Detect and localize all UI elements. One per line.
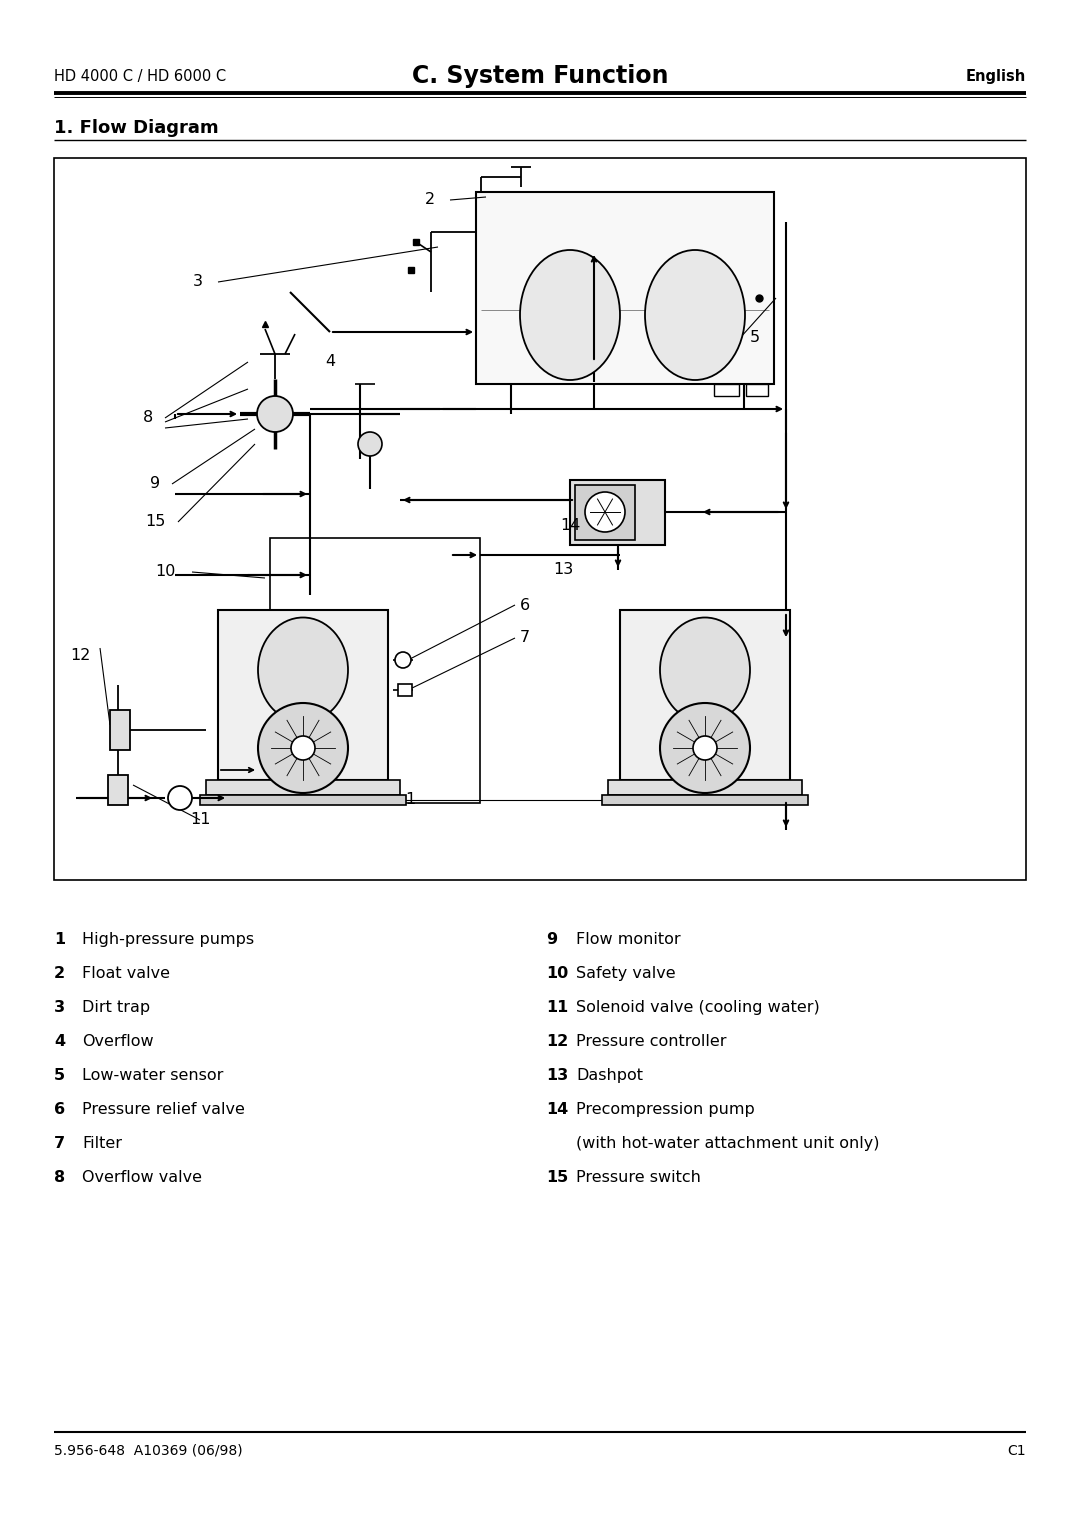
Text: Dirt trap: Dirt trap [82,999,150,1015]
Bar [575,484,635,539]
Text: 4: 4 [325,354,335,370]
Text: Float valve: Float valve [82,966,170,981]
Text: 1: 1 [405,793,415,807]
Bar [602,795,808,805]
Text: Solenoid valve (cooling water): Solenoid valve (cooling water) [576,999,820,1015]
Bar [54,157,1026,880]
Text: 5: 5 [750,330,760,345]
Text: Overflow valve: Overflow valve [82,1170,202,1186]
Circle shape [257,396,293,432]
Text: 13: 13 [553,562,573,578]
Bar [476,193,774,384]
Text: 12: 12 [70,648,91,663]
Circle shape [395,652,411,668]
Ellipse shape [519,251,620,380]
Text: 6: 6 [519,597,530,613]
Text: 10: 10 [154,564,175,579]
Ellipse shape [645,251,745,380]
Circle shape [585,492,625,532]
Bar [714,384,739,396]
Bar [608,779,802,795]
Bar [206,779,400,795]
Bar [746,384,768,396]
Bar [218,610,388,779]
Text: 8: 8 [54,1170,65,1186]
Text: English: English [966,69,1026,84]
Text: Flow monitor: Flow monitor [576,932,680,947]
Text: High-pressure pumps: High-pressure pumps [82,932,254,947]
Bar [620,610,789,779]
Circle shape [357,432,382,455]
Text: Pressure switch: Pressure switch [576,1170,701,1186]
Text: (with hot-water attachment unit only): (with hot-water attachment unit only) [576,1135,879,1151]
Bar [399,685,411,695]
Bar [108,775,129,805]
Text: Pressure controller: Pressure controller [576,1034,727,1050]
Circle shape [660,703,750,793]
Text: Precompression pump: Precompression pump [576,1102,755,1117]
Text: 11: 11 [546,999,568,1015]
Text: Overflow: Overflow [82,1034,153,1050]
Text: Safety valve: Safety valve [576,966,676,981]
Bar [570,480,665,545]
Text: Pressure relief valve: Pressure relief valve [82,1102,245,1117]
Text: 14: 14 [546,1102,568,1117]
Text: 2: 2 [54,966,65,981]
Text: 5: 5 [54,1068,65,1083]
Bar [110,711,130,750]
Text: 12: 12 [546,1034,568,1050]
Ellipse shape [258,617,348,723]
Ellipse shape [660,617,750,723]
Text: 9: 9 [546,932,557,947]
Circle shape [168,785,192,810]
Text: 1. Flow Diagram: 1. Flow Diagram [54,119,218,138]
Text: 14: 14 [559,518,580,532]
Text: 10: 10 [546,966,568,981]
Circle shape [693,736,717,759]
Circle shape [291,736,315,759]
Text: 7: 7 [54,1135,65,1151]
Text: 2: 2 [424,193,435,208]
Circle shape [258,703,348,793]
Text: 5.956-648  A10369 (06/98): 5.956-648 A10369 (06/98) [54,1444,243,1458]
Text: HD 4000 C / HD 6000 C: HD 4000 C / HD 6000 C [54,69,226,84]
Text: 6: 6 [54,1102,65,1117]
Text: 4: 4 [54,1034,65,1050]
Text: 7: 7 [519,631,530,645]
Text: 8: 8 [143,411,153,425]
Text: 3: 3 [193,275,203,289]
Text: 15: 15 [546,1170,568,1186]
Text: Low-water sensor: Low-water sensor [82,1068,224,1083]
Text: 13: 13 [546,1068,568,1083]
Text: 3: 3 [54,999,65,1015]
Text: Dashpot: Dashpot [576,1068,643,1083]
Text: Filter: Filter [82,1135,122,1151]
Text: 1: 1 [54,932,65,947]
Text: C1: C1 [1008,1444,1026,1458]
Text: 9: 9 [150,477,160,492]
Text: C. System Function: C. System Function [411,64,669,89]
Text: 11: 11 [190,813,211,828]
Text: 15: 15 [145,515,165,530]
Bar [270,538,480,804]
Bar [200,795,406,805]
